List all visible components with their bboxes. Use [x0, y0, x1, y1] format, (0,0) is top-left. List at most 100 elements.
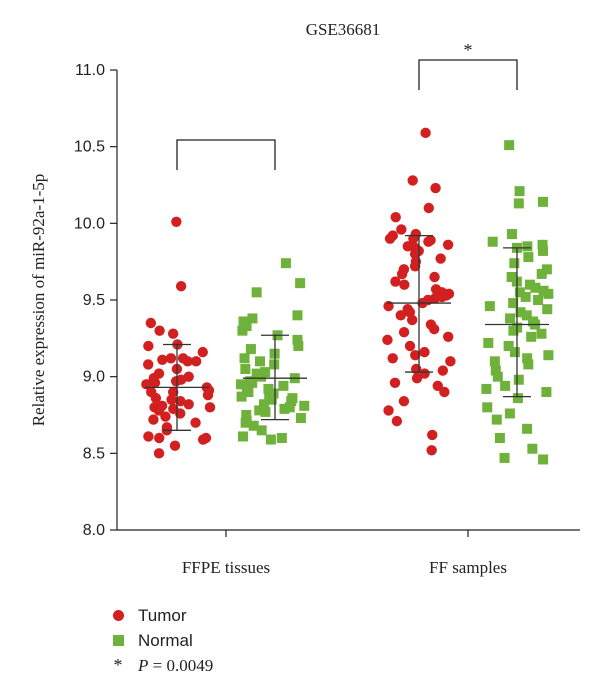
tumor-point — [145, 317, 157, 329]
normal-point — [238, 431, 249, 442]
normal-point — [533, 295, 544, 305]
normal-point — [278, 380, 289, 391]
normal-point — [514, 287, 525, 298]
tumor-point — [153, 448, 165, 459]
tumor-point — [143, 359, 154, 370]
normal-point — [251, 287, 262, 298]
normal-point — [484, 301, 495, 312]
legend-item-tumor: Tumor — [112, 603, 213, 628]
significance-bracket — [418, 59, 518, 90]
tumor-point — [423, 236, 434, 247]
normal-point — [292, 334, 303, 345]
normal-point — [299, 400, 310, 411]
tumor-point — [390, 276, 401, 287]
tumor-point — [167, 328, 179, 339]
normal-point — [505, 313, 516, 324]
legend-star-symbol: * — [113, 655, 123, 675]
normal-point — [256, 371, 267, 382]
tumor-point — [154, 432, 165, 444]
tumor-point — [409, 261, 421, 272]
normal-point — [255, 356, 266, 367]
tumor-point — [427, 429, 438, 441]
normal-point — [265, 434, 276, 445]
y-axis-label: Relative expression of miR-92a-1-5p — [29, 174, 48, 427]
tumor-point — [411, 373, 423, 384]
tumor-point — [171, 216, 182, 227]
tumor-point — [190, 356, 202, 367]
normal-point — [543, 288, 554, 299]
tumor-point — [406, 314, 418, 326]
normal-point — [509, 347, 520, 358]
tumor-point — [166, 394, 177, 405]
normal-point — [526, 331, 537, 342]
chart-title: GSE36681 — [306, 20, 381, 39]
tumor-point — [399, 279, 410, 290]
tumor-point — [439, 386, 450, 398]
tumor-point — [442, 239, 454, 250]
normal-point — [280, 258, 291, 269]
normal-point — [490, 365, 501, 376]
normal-point — [248, 420, 259, 431]
error-bars — [145, 234, 549, 431]
normal-point — [482, 402, 493, 413]
legend-item-pvalue: * P = 0.0049 — [112, 653, 214, 678]
normal-point — [536, 328, 547, 339]
tumor-point — [165, 353, 177, 364]
normal-point — [543, 350, 554, 361]
normal-point — [254, 405, 265, 416]
significance-star: * — [464, 40, 473, 60]
normal-point — [240, 417, 251, 428]
normal-point — [513, 198, 524, 209]
y-tick-label: 10.0 — [74, 215, 105, 232]
normal-point — [243, 387, 254, 397]
y-tick-label: 9.5 — [83, 292, 105, 309]
tumor-point — [197, 346, 208, 358]
normal-point — [513, 374, 524, 385]
normal-point — [504, 140, 515, 151]
tumor-point — [204, 402, 216, 413]
normal-point — [247, 377, 258, 388]
normal-point — [256, 425, 267, 436]
x-tick-label: FFPE tissues — [182, 558, 270, 577]
normal-point — [527, 443, 538, 454]
normal-point — [491, 414, 502, 425]
normal-point — [295, 278, 306, 289]
normal-point — [504, 408, 515, 419]
normal-point — [245, 344, 256, 355]
normal-point — [542, 304, 553, 315]
axes: 8.0 8.5 9.0 9.5 10.0 10.5 11.0 FFPE tissues FF s… — [74, 62, 580, 577]
tumor-point — [409, 248, 421, 260]
tumor-point — [183, 399, 194, 410]
normal-point — [237, 325, 248, 336]
tumor-point — [398, 327, 410, 338]
tumor-point — [169, 440, 181, 451]
tumor-point — [396, 268, 408, 280]
normal-point — [481, 383, 492, 394]
normal-point — [523, 359, 534, 370]
normal-point — [258, 399, 269, 410]
tumor-point — [419, 368, 430, 379]
tumor-point — [437, 365, 449, 376]
normal-point — [295, 413, 306, 424]
normal-point — [520, 291, 531, 302]
tumor-point — [143, 431, 154, 442]
normal-point — [276, 433, 287, 443]
legend-item-normal: Normal — [112, 628, 213, 653]
tumor-point — [154, 325, 165, 336]
tumor-point — [445, 356, 456, 367]
normal-point — [541, 264, 552, 275]
legend-label-tumor: Tumor — [138, 605, 187, 625]
normal-point — [522, 353, 533, 364]
legend: Tumor Normal * P = 0.0049 — [112, 603, 213, 678]
normal-point — [530, 282, 541, 293]
normal-point — [489, 356, 500, 367]
normal-point — [500, 380, 511, 391]
tumor-point — [432, 380, 443, 392]
tumor-point — [190, 417, 201, 428]
normal-point — [508, 325, 519, 336]
tumor-point — [149, 377, 161, 388]
legend-label-normal: Normal — [138, 630, 193, 650]
normal-point — [522, 423, 533, 434]
normal-point — [499, 452, 510, 463]
tumor-point — [396, 224, 407, 235]
